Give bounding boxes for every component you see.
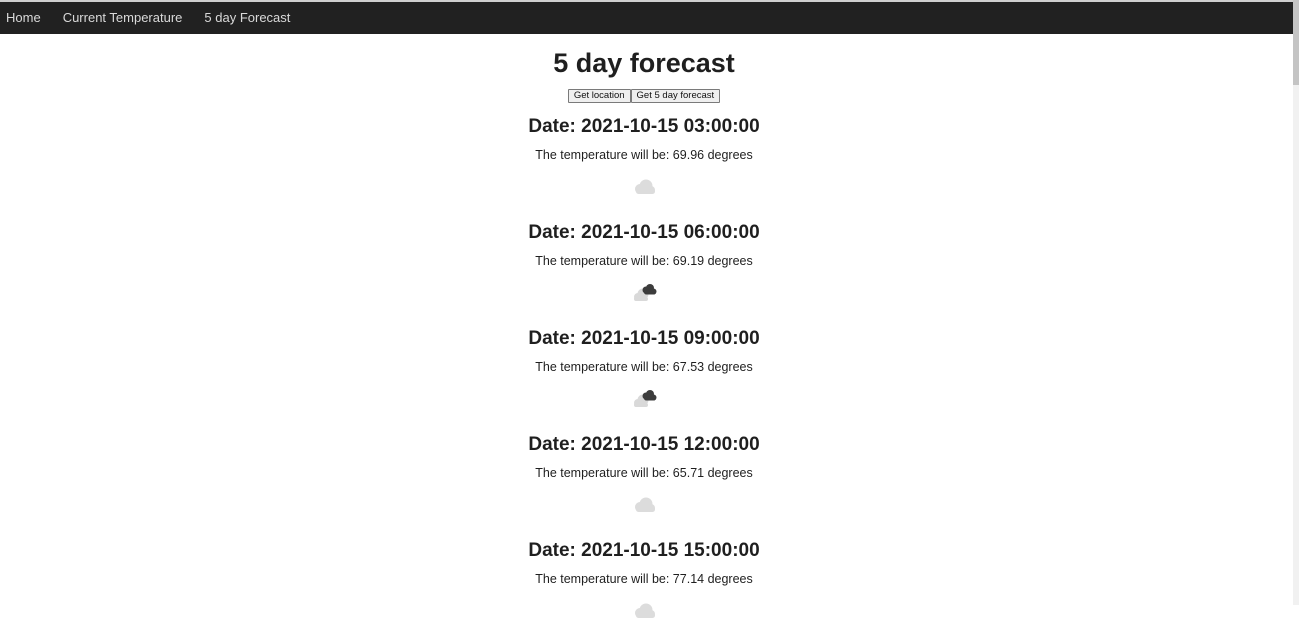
cloud-icon (635, 603, 655, 618)
forecast-date: Date: 2021-10-15 12:00:00 (528, 434, 760, 455)
forecast-temperature: The temperature will be: 69.96 degrees (535, 148, 753, 162)
forecast-date: Date: 2021-10-15 06:00:00 (528, 222, 760, 243)
forecast-temperature: The temperature will be: 77.14 degrees (535, 572, 753, 586)
scrollbar-thumb[interactable] (1293, 0, 1299, 85)
forecast-entry: Date: 2021-10-15 12:00:00 The temperatur… (0, 421, 1288, 527)
page-title: 5 day forecast (553, 48, 735, 78)
top-border (0, 0, 1293, 2)
forecast-temperature: The temperature will be: 69.19 degrees (535, 254, 753, 268)
forecast-date: Date: 2021-10-15 03:00:00 (528, 116, 760, 137)
vertical-scrollbar[interactable] (1293, 0, 1299, 605)
forecast-temperature: The temperature will be: 65.71 degrees (535, 466, 753, 480)
get-forecast-button[interactable]: Get 5 day forecast (630, 89, 721, 103)
forecast-date: Date: 2021-10-15 15:00:00 (528, 540, 760, 561)
forecast-entry: Date: 2021-10-15 15:00:00 The temperatur… (0, 527, 1288, 633)
forecast-entry: Date: 2021-10-15 06:00:00 The temperatur… (0, 209, 1288, 315)
nav-current-temperature-link[interactable]: Current Temperature (62, 10, 183, 25)
nav-home-link[interactable]: Home (6, 10, 41, 25)
forecast-entry: Date: 2021-10-15 09:00:00 The temperatur… (0, 315, 1288, 421)
main-content: 5 day forecast Get location Get 5 day fo… (0, 34, 1288, 633)
cloud-icon (635, 497, 655, 512)
forecast-date: Date: 2021-10-15 09:00:00 (528, 328, 760, 349)
broken-clouds-icon (634, 284, 657, 301)
button-row: Get location Get 5 day forecast (0, 89, 1288, 103)
navbar: Home Current Temperature 5 day Forecast (0, 2, 1293, 34)
forecast-entry: Date: 2021-10-15 03:00:00 The temperatur… (0, 103, 1288, 209)
cloud-icon (635, 179, 655, 194)
broken-clouds-icon (634, 390, 657, 407)
get-location-button[interactable]: Get location (567, 89, 631, 103)
forecast-temperature: The temperature will be: 67.53 degrees (535, 360, 753, 374)
nav-5-day-forecast-link[interactable]: 5 day Forecast (204, 10, 291, 25)
